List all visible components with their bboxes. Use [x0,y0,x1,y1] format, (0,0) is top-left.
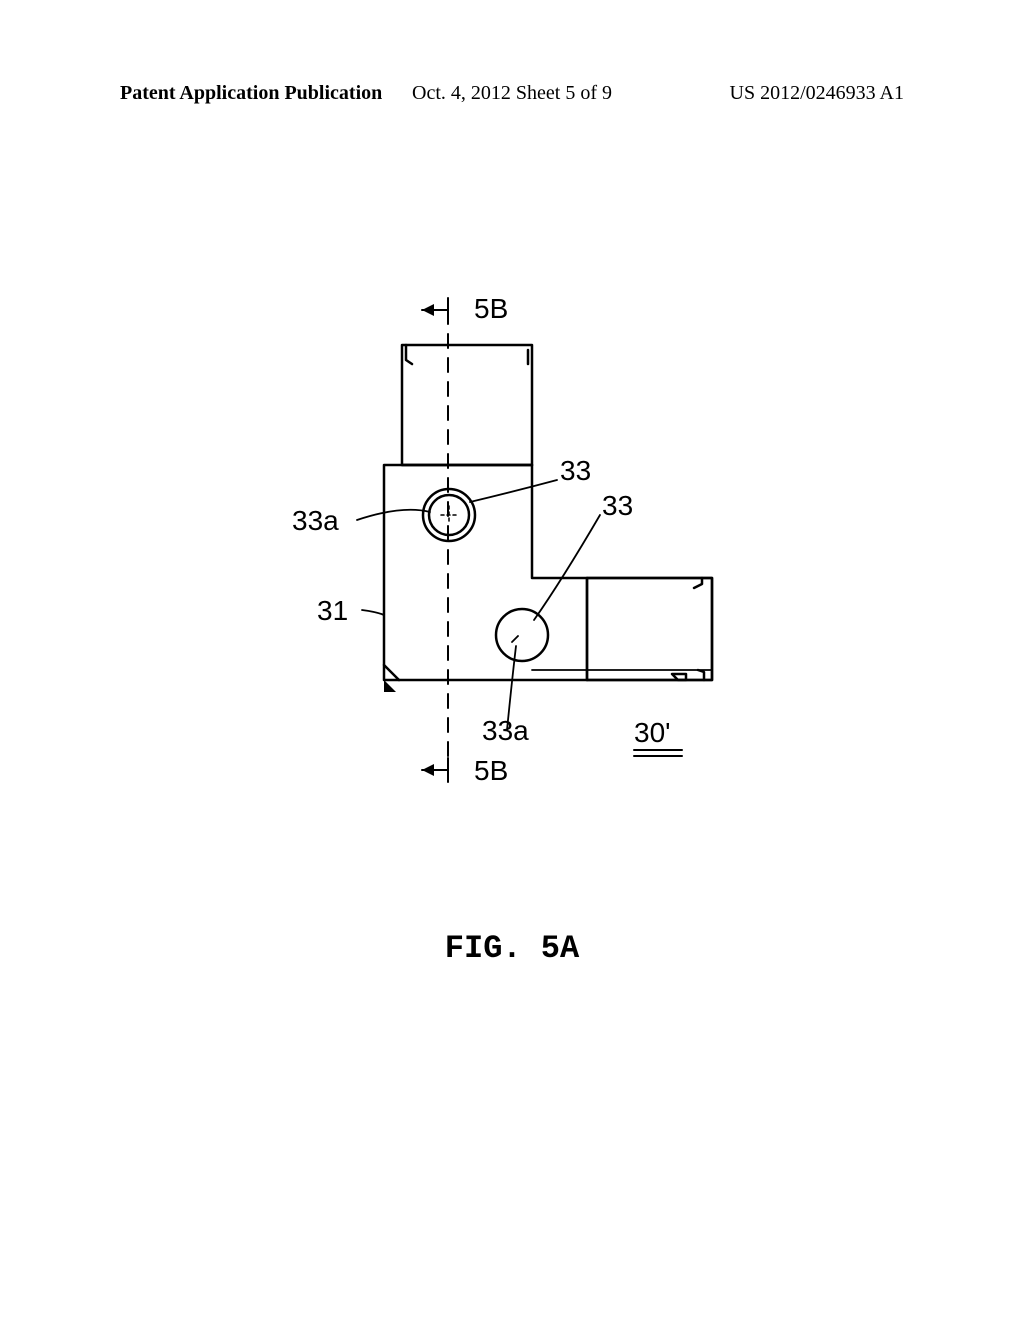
callout-33-2: 33 [602,490,633,521]
section-label-top: 5B [474,293,508,324]
figure-5a: 5B 5B 33 33 33a 33a 31 30' [212,240,812,840]
header-date-sheet: Oct. 4, 2012 Sheet 5 of 9 [412,82,612,105]
callout-31: 31 [317,595,348,626]
section-label-bottom: 5B [474,755,508,786]
callout-33a-2: 33a [482,715,529,746]
header-publication: Patent Application Publication [120,82,382,105]
callout-33-1: 33 [560,455,591,486]
figure-caption: FIG. 5A [445,930,579,967]
callout-33a-1: 33a [292,505,339,536]
ref-30: 30' [634,717,671,748]
header-patent-number: US 2012/0246933 A1 [730,82,904,105]
